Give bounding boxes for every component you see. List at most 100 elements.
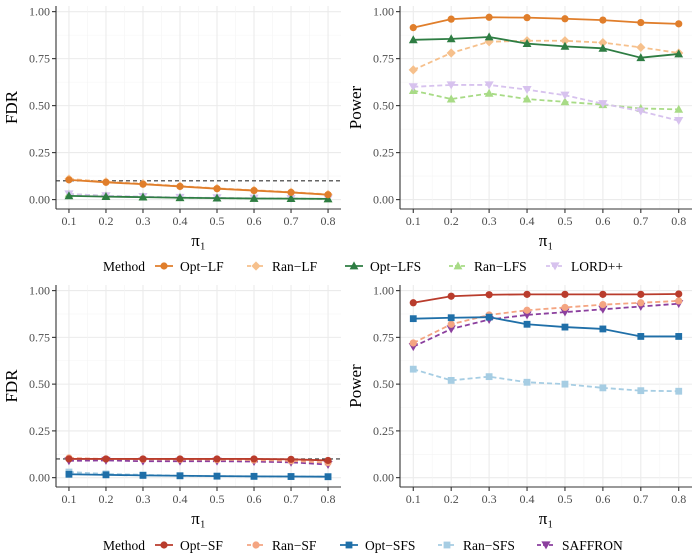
x-tick-label: 0.2 [444,214,459,228]
data-point [446,48,456,58]
x-tick-label: 0.7 [284,214,299,228]
legend-key-marker [160,262,168,270]
data-point [637,290,645,298]
data-point [409,339,417,347]
series-ran-sfs [409,365,683,395]
data-point [637,299,645,307]
x-tick-label: 0.6 [247,214,262,228]
legend-item-ran-lf: Ran−LF [247,259,318,274]
y-tick-label: 0.50 [29,99,50,113]
data-point [484,32,494,41]
y-tick-label: 1.00 [29,284,50,298]
y-tick-label: 0.50 [29,377,50,391]
data-point [213,472,221,480]
data-point [446,94,456,103]
data-point [408,35,418,44]
data-point [139,455,147,463]
legend-top: Method Opt−LF Ran−LF Opt−LFS Ran−LFS LORD++ [103,259,623,274]
data-point [561,303,569,312]
x-tick-label: 0.2 [444,492,459,506]
data-point [599,301,607,309]
x-tick-label: 0.3 [135,214,150,228]
data-point [523,14,531,22]
series-line [68,473,329,478]
data-point [561,290,569,298]
legend-bottom: Method Opt−SF Ran−SF Opt−SFS Ran−SFS SAFFRON [103,538,623,553]
data-point [447,292,455,300]
data-point [212,193,222,202]
data-point [675,20,683,28]
legend-key-marker [443,541,451,549]
data-point [674,49,684,58]
x-tick-label: 0.5 [210,214,225,228]
legend-item-ran-sfs: Ran−SFS [438,538,515,553]
data-point [409,299,417,307]
legend-label: Opt−SFS [365,538,415,553]
y-tick-label: 0.50 [373,99,394,113]
data-point [598,100,608,109]
series-line [68,458,329,462]
x-tick-label: 0.8 [671,214,686,228]
data-point [599,325,607,333]
legend-key-marker [541,541,551,550]
data-point [675,333,683,340]
legend-key-marker [252,541,260,549]
data-point [102,455,110,463]
y-tick-label: 0.75 [29,52,50,66]
data-point [64,191,74,200]
data-point [598,38,608,48]
data-point [522,311,532,320]
series-line [413,16,679,29]
data-point [599,16,607,24]
legend-title: Method [103,538,145,553]
data-point [446,81,456,90]
data-point [675,290,683,298]
y-tick-label: 0.75 [373,330,394,344]
data-point [485,313,493,321]
data-point [523,290,531,298]
data-point [249,193,259,202]
series-opt-lfs [408,32,684,62]
series-lordplusplus [408,81,684,126]
data-point [675,387,683,395]
data-point [446,325,456,334]
y-tick-label: 1.00 [373,284,394,298]
data-point [599,290,607,298]
y-tick-label: 0.00 [373,471,394,485]
y-axis-title: Power [346,364,365,408]
x-tick-label: 0.6 [247,492,262,506]
x-axis-title: π₁ [191,509,206,528]
series-line [68,178,329,196]
panel-bottom-fdr: 0.00 0.25 0.50 0.75 1.00 0.1 0.2 0.3 0.4 0.5 0.6 0.… [2,284,341,528]
data-point [561,15,569,23]
data-point [560,36,570,46]
data-point [250,455,258,463]
series-opt-sf [409,290,683,307]
y-tick-label: 1.00 [373,5,394,19]
legend-item-opt-sf: Opt−SF [155,538,223,553]
x-tick-label: 0.4 [172,214,187,228]
data-point [674,104,684,113]
legend-key-marker [251,261,261,271]
data-point [484,88,494,97]
x-tick-label: 0.3 [135,492,150,506]
legend-item-saffron: SAFFRON [537,538,623,553]
y-tick-label: 1.00 [29,5,50,19]
x-tick-label: 0.6 [595,492,610,506]
y-axis-title: FDR [2,369,21,403]
legend-label: Ran−LFS [474,259,527,274]
series-line [413,84,679,122]
data-point [101,191,111,200]
y-tick-label: 0.00 [29,471,50,485]
y-tick-label: 0.25 [29,146,50,160]
data-point [176,182,184,191]
legend-item-opt-lf: Opt−LF [155,259,224,274]
data-point [523,306,531,314]
data-point [408,83,418,92]
x-tick-label: 0.4 [520,214,535,228]
series-opt-lf [409,13,683,32]
y-axis-title: FDR [2,90,21,124]
data-point [324,473,332,481]
data-point [674,117,684,126]
